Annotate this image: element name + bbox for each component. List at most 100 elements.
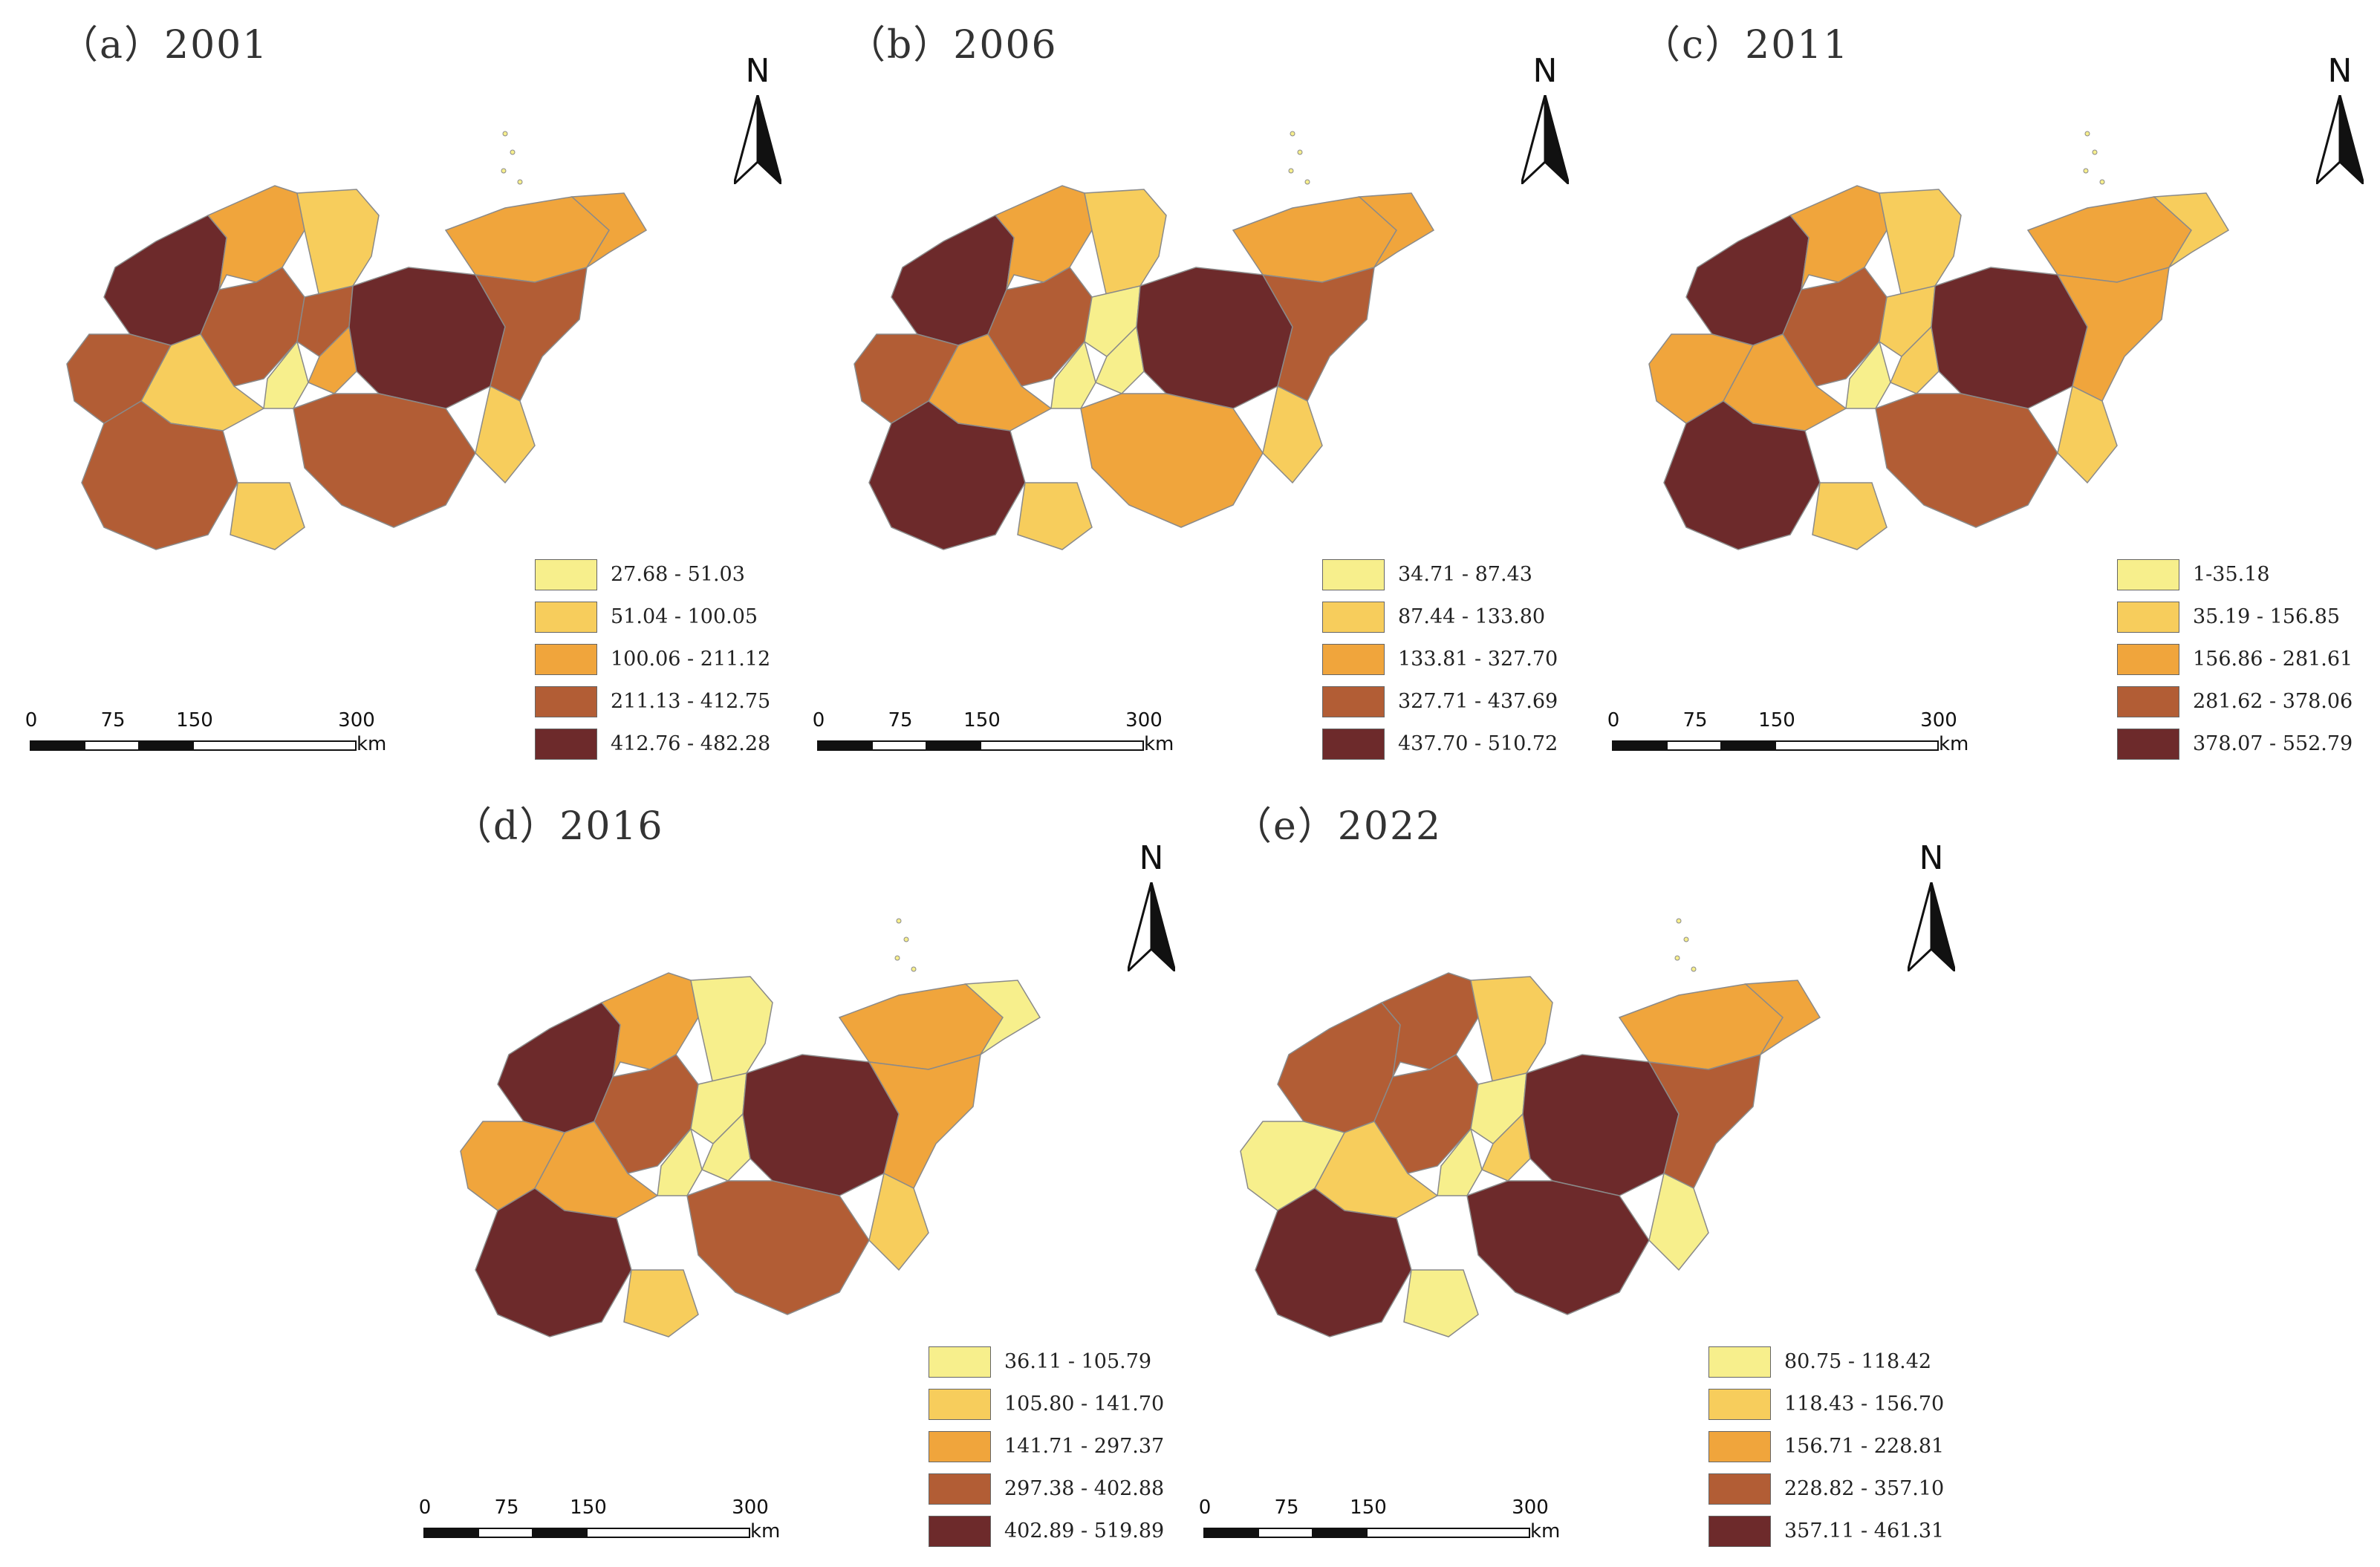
legend-item: 105.80 - 141.70 [929, 1383, 1164, 1425]
north-label: N [1139, 839, 1164, 877]
map-region [81, 400, 238, 550]
scale-unit: km [1939, 733, 1969, 755]
legend-item: 437.70 - 510.72 [1322, 723, 1558, 765]
island-mark [2084, 131, 2090, 137]
island-mark [502, 131, 508, 137]
map-region [690, 976, 773, 1085]
map-region [701, 1112, 751, 1182]
island-mark [1676, 918, 1682, 924]
legend-swatch [2117, 728, 2179, 760]
map-region [1255, 1188, 1412, 1338]
map-region [1437, 1127, 1483, 1196]
legend-item: 80.75 - 118.42 [1708, 1340, 1944, 1383]
north-label: N [1919, 839, 1944, 877]
scale-tick: 300 [338, 709, 375, 732]
legend-item: 412.76 - 482.28 [535, 723, 770, 765]
map-region [570, 192, 648, 268]
island-mark [1691, 966, 1697, 972]
scale-tick: 300 [732, 1496, 769, 1519]
map-region [1261, 266, 1375, 403]
legend-swatch [1322, 643, 1385, 675]
scale-tick: 0 [812, 709, 825, 732]
scale-tick: 300 [1512, 1496, 1549, 1519]
legend-swatch [1322, 685, 1385, 717]
map-region [230, 482, 305, 550]
legend-swatch [2117, 558, 2179, 590]
legend-label: 228.82 - 357.10 [1784, 1477, 1945, 1500]
legend-label: 87.44 - 133.80 [1398, 605, 1546, 628]
map-region [1358, 192, 1435, 268]
legend: 34.71 - 87.43 87.44 - 133.80 133.81 - 32… [1322, 553, 1558, 765]
map-region [623, 1269, 699, 1338]
legend: 36.11 - 105.79 105.80 - 141.70 141.71 - … [929, 1340, 1164, 1552]
map-region [1481, 1112, 1531, 1182]
legend-label: 133.81 - 327.70 [1398, 648, 1558, 671]
map-region [868, 1053, 981, 1190]
choropleth-map [1648, 131, 2230, 550]
scale-segment [478, 1528, 533, 1538]
scale-tick: 75 [494, 1496, 519, 1519]
scale-bar: 0 75 150 300 km [1607, 709, 1969, 755]
scale-tick: 75 [100, 709, 126, 732]
legend-swatch [929, 1388, 991, 1420]
map-region [296, 189, 380, 298]
legend-label: 378.07 - 552.79 [2193, 732, 2353, 755]
legend-label: 156.86 - 281.61 [2193, 648, 2353, 671]
scale-tick: 150 [1758, 709, 1795, 732]
panel-title: （a）2001 [59, 23, 269, 68]
map-region [1879, 189, 1962, 298]
map-region [1262, 385, 1323, 484]
legend-swatch [1708, 1430, 1771, 1462]
island-mark [1674, 955, 1680, 961]
north-arrow: N [2310, 52, 2370, 193]
scale-bar: 0 75 150 300 km [813, 709, 1174, 755]
legend-swatch [929, 1515, 991, 1547]
legend-item: 211.13 - 412.75 [535, 680, 770, 723]
legend-item: 297.38 - 402.88 [929, 1467, 1164, 1510]
choropleth-map [854, 131, 1435, 550]
scale-tick: 0 [1198, 1496, 1212, 1519]
north-arrow-icon [1521, 95, 1569, 184]
legend-item: 378.07 - 552.79 [2117, 723, 2353, 765]
map-region [1648, 1053, 1761, 1190]
island-mark [2092, 149, 2098, 155]
map-region [1084, 189, 1167, 298]
panel-e: （e）2022 N 80.75 - 118.42 118.43 - 156.70… [1174, 787, 1955, 1547]
panel-c: （c）2011 N 1-35.18 35.19 - 156.85 156.86 … [1582, 0, 2364, 760]
island-mark [2099, 179, 2105, 185]
legend-item: 34.71 - 87.43 [1322, 553, 1558, 596]
scale-tick: 150 [570, 1496, 607, 1519]
map-region [686, 1180, 870, 1315]
scale-segment [1666, 740, 1722, 751]
scale-segment [1312, 1528, 1368, 1538]
island-mark [501, 168, 507, 174]
island-mark [1290, 131, 1295, 137]
scale-segment [423, 1528, 479, 1538]
island-mark [1288, 168, 1294, 174]
legend-label: 1-35.18 [2193, 563, 2270, 586]
scale-tick: 300 [1125, 709, 1163, 732]
north-arrow: N [1122, 839, 1181, 980]
north-arrow: N [1515, 52, 1575, 193]
panel-title: （e）2022 [1233, 804, 1443, 849]
map-region [293, 393, 476, 528]
map-region [1875, 393, 2058, 528]
island-mark [894, 955, 900, 961]
legend-swatch [1322, 728, 1385, 760]
legend-label: 437.70 - 510.72 [1398, 732, 1558, 755]
map-region [1136, 267, 1293, 409]
island-mark [903, 936, 909, 942]
legend-swatch [535, 558, 597, 590]
north-arrow: N [728, 52, 787, 193]
legend-label: 297.38 - 402.88 [1004, 1477, 1165, 1500]
scale-segment [84, 740, 140, 751]
legend-swatch [535, 728, 597, 760]
panel-b: （b）2006 N 34.71 - 87.43 87.44 - 133.80 1… [787, 0, 1569, 760]
north-label: N [745, 52, 770, 90]
panel-title: （c）2011 [1642, 23, 1850, 68]
map-region [657, 1127, 703, 1196]
legend-item: 357.11 - 461.31 [1708, 1510, 1944, 1552]
scale-tick: 150 [176, 709, 213, 732]
scale-bar: 0 75 150 300 km [1199, 1496, 1561, 1542]
north-arrow: N [1902, 839, 1961, 980]
